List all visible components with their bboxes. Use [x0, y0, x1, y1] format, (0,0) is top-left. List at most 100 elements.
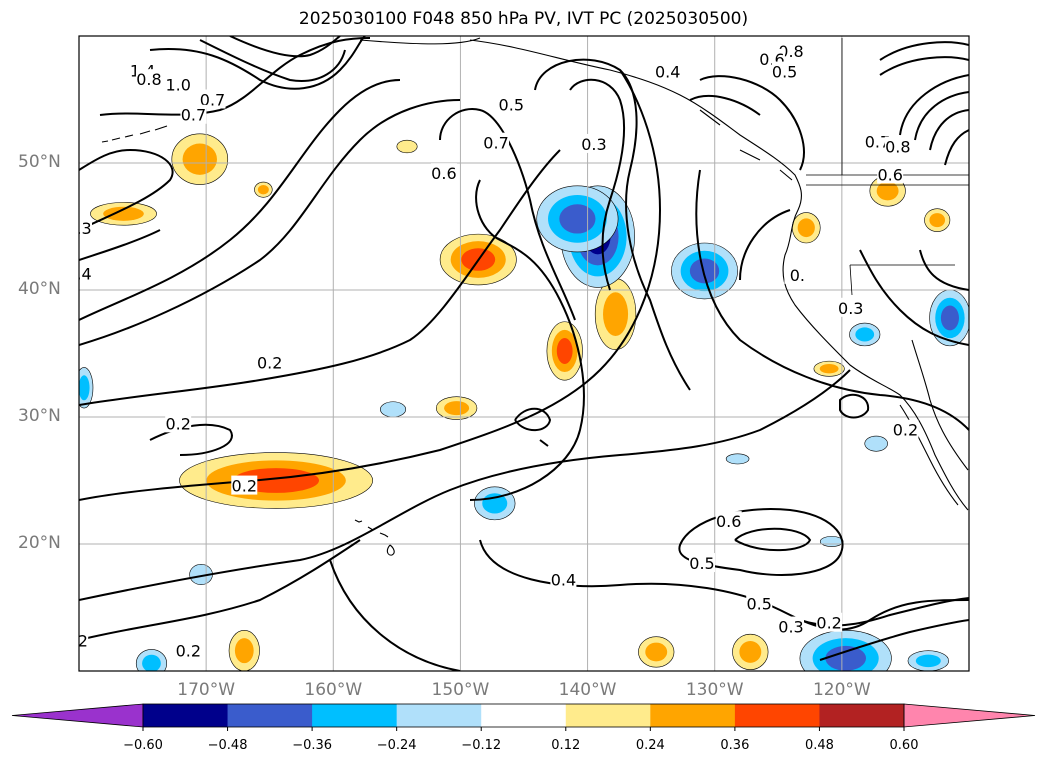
pv-positive-anomaly	[396, 139, 418, 154]
contour-label: 0.5	[772, 63, 797, 82]
colorbar	[11, 703, 1036, 731]
contour-label: 0.2	[165, 414, 190, 433]
contour-label: 0.4	[551, 571, 576, 590]
colorbar-tick-label: 0.36	[720, 738, 750, 753]
contour-label: 0.2	[816, 614, 841, 633]
contour-label: 0.5	[746, 595, 771, 614]
contour-label-background	[771, 61, 798, 81]
contour-label-background	[689, 553, 715, 573]
contour-label: 0.6	[877, 165, 902, 184]
colorbar-tick-label: −0.48	[207, 738, 248, 753]
colorbar-segment	[734, 704, 820, 727]
plot-title: 2025030100 F048 850 hPa PV, IVT PC (2025…	[298, 9, 749, 29]
colorbar-segment	[396, 704, 482, 727]
contour-label-background	[864, 131, 891, 151]
pv-positive-anomaly	[603, 292, 629, 337]
contour-label-background	[165, 74, 192, 94]
contour-label: 0.3	[838, 299, 863, 318]
contour-label: 0.7	[483, 134, 508, 153]
pv-positive-anomaly	[739, 641, 762, 663]
colorbar-frame	[142, 703, 905, 728]
contour-label-background	[79, 630, 89, 650]
colorbar-segment	[481, 704, 567, 727]
contour-label: 0.7	[181, 106, 206, 125]
pv-positive-anomaly	[797, 218, 815, 238]
contour-label-background	[550, 569, 577, 589]
pv-positive-anomaly	[929, 213, 946, 228]
longitude-tick-label: 170°W	[177, 680, 236, 700]
pv-negative-anomaly	[855, 327, 875, 342]
contour-label: 0.2	[62, 632, 87, 651]
latitude-tick-label: 20°N	[18, 533, 61, 553]
pv-negative-anomaly	[915, 654, 941, 668]
longitude-tick-label: 130°W	[685, 680, 744, 700]
pv-negative-anomaly	[689, 258, 720, 284]
contour-label: 0.3	[581, 135, 606, 154]
colorbar-tick-label: −0.12	[461, 738, 502, 753]
contour-label-background	[175, 640, 202, 660]
colorbar-segment	[143, 704, 229, 727]
colorbar-tick-label: 0.48	[804, 738, 834, 753]
contour-label: 0.2	[257, 353, 282, 372]
contour-label-background	[231, 475, 258, 495]
colorbar-tick-label: −0.36	[292, 738, 333, 753]
pv-negative-anomaly	[940, 305, 959, 331]
pv-negative-anomaly	[79, 375, 90, 401]
colorbar-segment	[227, 704, 313, 727]
contour-label-background	[180, 104, 207, 124]
contour-label-background	[884, 136, 911, 156]
contour-label-background	[654, 61, 681, 81]
pv-positive-anomaly	[182, 143, 217, 175]
longitude-tick-label: 140°W	[558, 680, 617, 700]
contour-label: 0.4	[655, 63, 680, 82]
colorbar-segment	[312, 704, 398, 727]
pv-positive-anomaly	[234, 638, 254, 664]
map-plot: 1.41.00.70.80.70.60.70.50.30.40.80.60.50…	[62, 35, 970, 672]
contour-label: 0.5	[499, 96, 524, 115]
map-frame	[78, 35, 970, 672]
contour-label-background	[430, 163, 457, 183]
pv-positive-anomaly	[876, 181, 899, 201]
colorbar-tick-label: 0.12	[551, 738, 581, 753]
pv-negative-anomaly	[819, 536, 844, 547]
contour-label: 0.2	[893, 421, 918, 440]
contour-label-background	[892, 419, 919, 439]
contour-label-background	[135, 69, 162, 89]
colorbar-tick-label: −0.60	[123, 738, 163, 753]
pv-positive-anomaly	[819, 364, 839, 374]
contour-label: 0.2	[232, 477, 257, 496]
contour-label-background	[816, 612, 843, 632]
contour-label: 0.8	[885, 137, 910, 156]
contour-label: 0.3	[778, 618, 803, 637]
contour-label-background	[784, 264, 811, 284]
colorbar-tick-label: 0.24	[635, 738, 665, 753]
pv-positive-anomaly	[556, 337, 573, 364]
latitude-tick-label: 50°N	[18, 152, 61, 172]
contour-label-background	[877, 164, 904, 184]
contour-label-background	[746, 593, 773, 613]
longitude-tick-label: 120°W	[812, 680, 871, 700]
contour-label-background	[165, 413, 192, 433]
contour-label-background	[778, 616, 804, 636]
coastlines	[101, 37, 969, 556]
contour-label-background	[837, 297, 864, 317]
contour-label-background	[498, 94, 525, 114]
contour-label: 0.4	[66, 264, 91, 283]
contour-label-background	[483, 132, 510, 152]
pv-negative-anomaly	[380, 401, 407, 418]
contour-label: 1.0	[165, 75, 190, 94]
longitude-tick-label: 160°W	[304, 680, 363, 700]
colorbar-segment	[650, 704, 736, 727]
contour-label-background	[79, 217, 92, 237]
colorbar-extend-max	[903, 703, 1036, 728]
colorbar-tick-label: −0.24	[376, 738, 417, 753]
contour-label-background	[256, 352, 283, 372]
contour-label-background	[580, 133, 607, 153]
pv-negative-anomaly	[725, 453, 750, 465]
contour-label: 0.7	[865, 132, 890, 151]
colorbar-extend-min	[11, 703, 144, 728]
pv-negative-anomaly	[864, 435, 888, 452]
latitude-tick-label: 30°N	[18, 406, 61, 426]
pv-positive-anomaly	[645, 642, 668, 662]
contour-label-background	[79, 263, 92, 283]
